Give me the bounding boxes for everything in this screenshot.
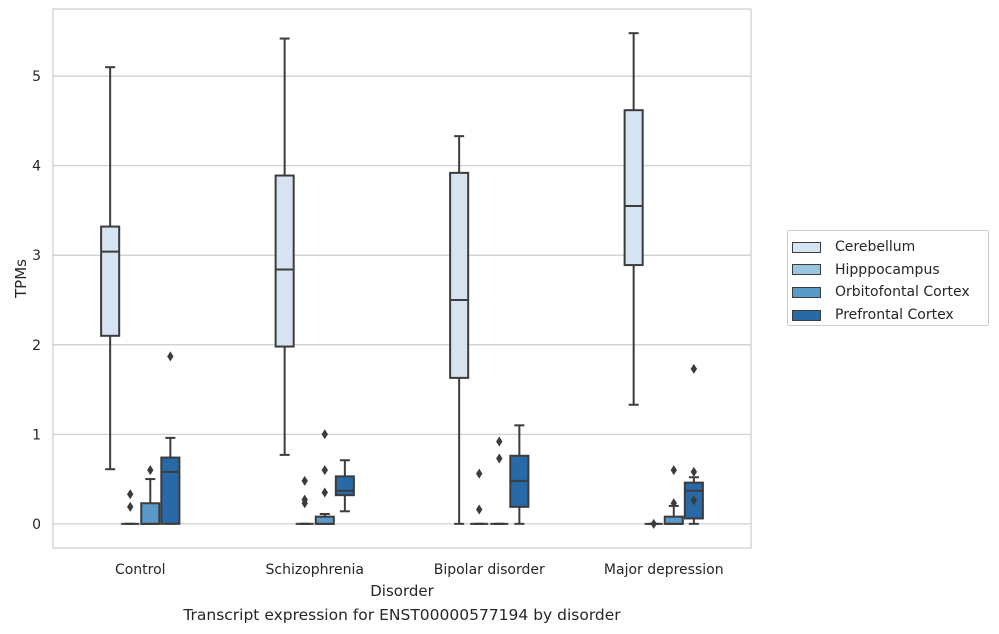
outlier-point (476, 504, 483, 515)
legend-swatch (792, 309, 821, 321)
legend-label: Cerebellum (835, 239, 916, 256)
outlier-point (476, 468, 483, 479)
outlier-point (301, 475, 308, 486)
legend-swatch (792, 286, 821, 298)
outlier-point (496, 436, 503, 447)
box-plots (100, 32, 704, 529)
outlier-point (650, 518, 657, 529)
legend-item-prefrontal-cortex: Prefrontal Cortex (792, 304, 988, 327)
y-tick-label: 5 (32, 69, 41, 85)
outlier-point (127, 501, 134, 512)
box (623, 109, 644, 267)
grid (53, 75, 751, 525)
outlier-point (321, 487, 328, 498)
box (449, 171, 470, 379)
box (334, 475, 355, 497)
y-tick-label: 0 (32, 517, 41, 533)
legend-item-orbitofrontal-cortex: Orbitofontal Cortex (792, 281, 988, 304)
outlier-point (167, 351, 174, 362)
outlier-point (147, 465, 154, 476)
box (100, 225, 121, 337)
x-tick-label: Schizophrenia (266, 562, 364, 578)
legend-item-hippocampus: Hipppocampus (792, 259, 988, 282)
outlier-point (670, 465, 677, 476)
legend-item-cerebellum: Cerebellum (792, 236, 988, 259)
x-tick-label: Major depression (604, 562, 724, 578)
box (140, 502, 161, 525)
y-tick-label: 2 (32, 338, 41, 354)
x-tick-label: Control (115, 562, 166, 578)
x-axis-ticks: Control Schizophrenia Bipolar disorder Majo… (115, 562, 724, 578)
legend-swatch (792, 241, 821, 253)
y-tick-label: 4 (32, 159, 41, 175)
legend-swatch (792, 264, 821, 276)
box (160, 456, 181, 525)
box (274, 174, 295, 348)
box (314, 515, 335, 525)
plot-frame (52, 8, 752, 549)
outlier-point (321, 429, 328, 440)
outlier-point (690, 495, 698, 506)
outlier-point (496, 453, 503, 464)
legend-label: Hipppocampus (835, 261, 940, 278)
outlier-point (127, 489, 134, 500)
box (663, 515, 684, 525)
legend-label: Prefrontal Cortex (835, 307, 954, 324)
x-axis-label: Disorder (370, 582, 434, 600)
outlier-point (301, 498, 308, 509)
legend-label: Orbitofontal Cortex (835, 284, 970, 301)
y-axis-ticks: 0 1 2 3 4 5 (32, 69, 41, 533)
y-tick-label: 1 (32, 427, 41, 443)
x-tick-label: Bipolar disorder (434, 562, 545, 578)
outlier-point (321, 465, 328, 476)
y-tick-label: 3 (32, 248, 41, 264)
y-axis-label: TPMs (12, 259, 30, 299)
outlier-point (670, 498, 677, 509)
legend: Cerebellum Hipppocampus Orbitofontal Cor… (787, 230, 989, 326)
figure-caption: Transcript expression for ENST0000057719… (183, 606, 621, 624)
outlier-point (690, 363, 698, 374)
outlier-point (690, 466, 698, 477)
